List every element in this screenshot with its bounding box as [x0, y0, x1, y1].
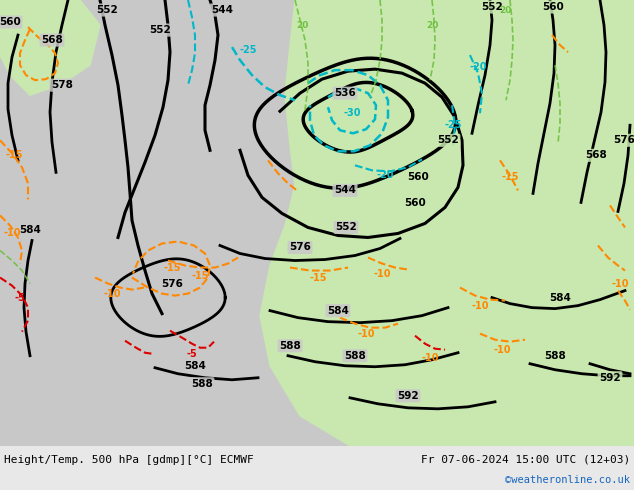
Text: -20: -20 — [376, 171, 394, 180]
Text: 544: 544 — [334, 185, 356, 196]
Text: -15: -15 — [501, 172, 519, 182]
Polygon shape — [260, 0, 634, 446]
Polygon shape — [0, 0, 100, 95]
Text: 20: 20 — [296, 21, 308, 29]
Text: 552: 552 — [149, 25, 171, 35]
Text: -15: -15 — [191, 270, 209, 281]
Text: 552: 552 — [437, 135, 459, 145]
Text: ©weatheronline.co.uk: ©weatheronline.co.uk — [505, 475, 630, 485]
Text: 588: 588 — [191, 379, 213, 389]
Text: 560: 560 — [542, 2, 564, 12]
Text: 552: 552 — [481, 2, 503, 12]
Text: 592: 592 — [599, 373, 621, 383]
Text: -10: -10 — [611, 279, 629, 289]
Text: 536: 536 — [334, 88, 356, 98]
Text: 584: 584 — [19, 225, 41, 236]
Text: -25: -25 — [239, 45, 257, 55]
Text: 20: 20 — [499, 5, 511, 15]
Text: 588: 588 — [544, 351, 566, 361]
Text: 560: 560 — [407, 172, 429, 182]
Text: 20: 20 — [426, 21, 438, 29]
Text: -10: -10 — [373, 269, 391, 278]
Text: 544: 544 — [211, 5, 233, 15]
Text: -5: -5 — [15, 293, 25, 303]
Text: -10: -10 — [471, 301, 489, 311]
Text: -15: -15 — [309, 272, 327, 283]
Text: 584: 584 — [549, 293, 571, 303]
Text: 576: 576 — [161, 279, 183, 289]
Text: Height/Temp. 500 hPa [gdmp][°C] ECMWF: Height/Temp. 500 hPa [gdmp][°C] ECMWF — [4, 455, 254, 465]
Text: -30: -30 — [343, 108, 361, 118]
Text: -15: -15 — [163, 263, 181, 272]
Text: -10: -10 — [103, 289, 120, 298]
Text: 560: 560 — [404, 198, 426, 208]
Text: Fr 07-06-2024 15:00 UTC (12+03): Fr 07-06-2024 15:00 UTC (12+03) — [421, 455, 630, 465]
Text: 588: 588 — [279, 341, 301, 351]
Text: 584: 584 — [184, 361, 206, 371]
Text: 560: 560 — [0, 17, 21, 27]
Text: 552: 552 — [335, 222, 357, 232]
Text: -20: -20 — [469, 62, 487, 72]
Text: -10: -10 — [421, 353, 439, 363]
Text: -10: -10 — [3, 228, 21, 239]
Text: -10: -10 — [493, 344, 511, 355]
Text: 576: 576 — [613, 135, 634, 145]
Text: 568: 568 — [41, 35, 63, 45]
Text: 588: 588 — [344, 351, 366, 361]
Text: -25: -25 — [444, 120, 462, 130]
Text: 584: 584 — [327, 306, 349, 316]
Text: 576: 576 — [289, 243, 311, 252]
Text: 552: 552 — [96, 5, 118, 15]
Text: -10: -10 — [357, 329, 375, 339]
Text: -15: -15 — [5, 150, 23, 160]
Text: 568: 568 — [585, 150, 607, 160]
Polygon shape — [0, 0, 50, 35]
Text: 578: 578 — [51, 80, 73, 90]
Text: -5: -5 — [186, 349, 197, 359]
Text: 592: 592 — [397, 391, 419, 401]
